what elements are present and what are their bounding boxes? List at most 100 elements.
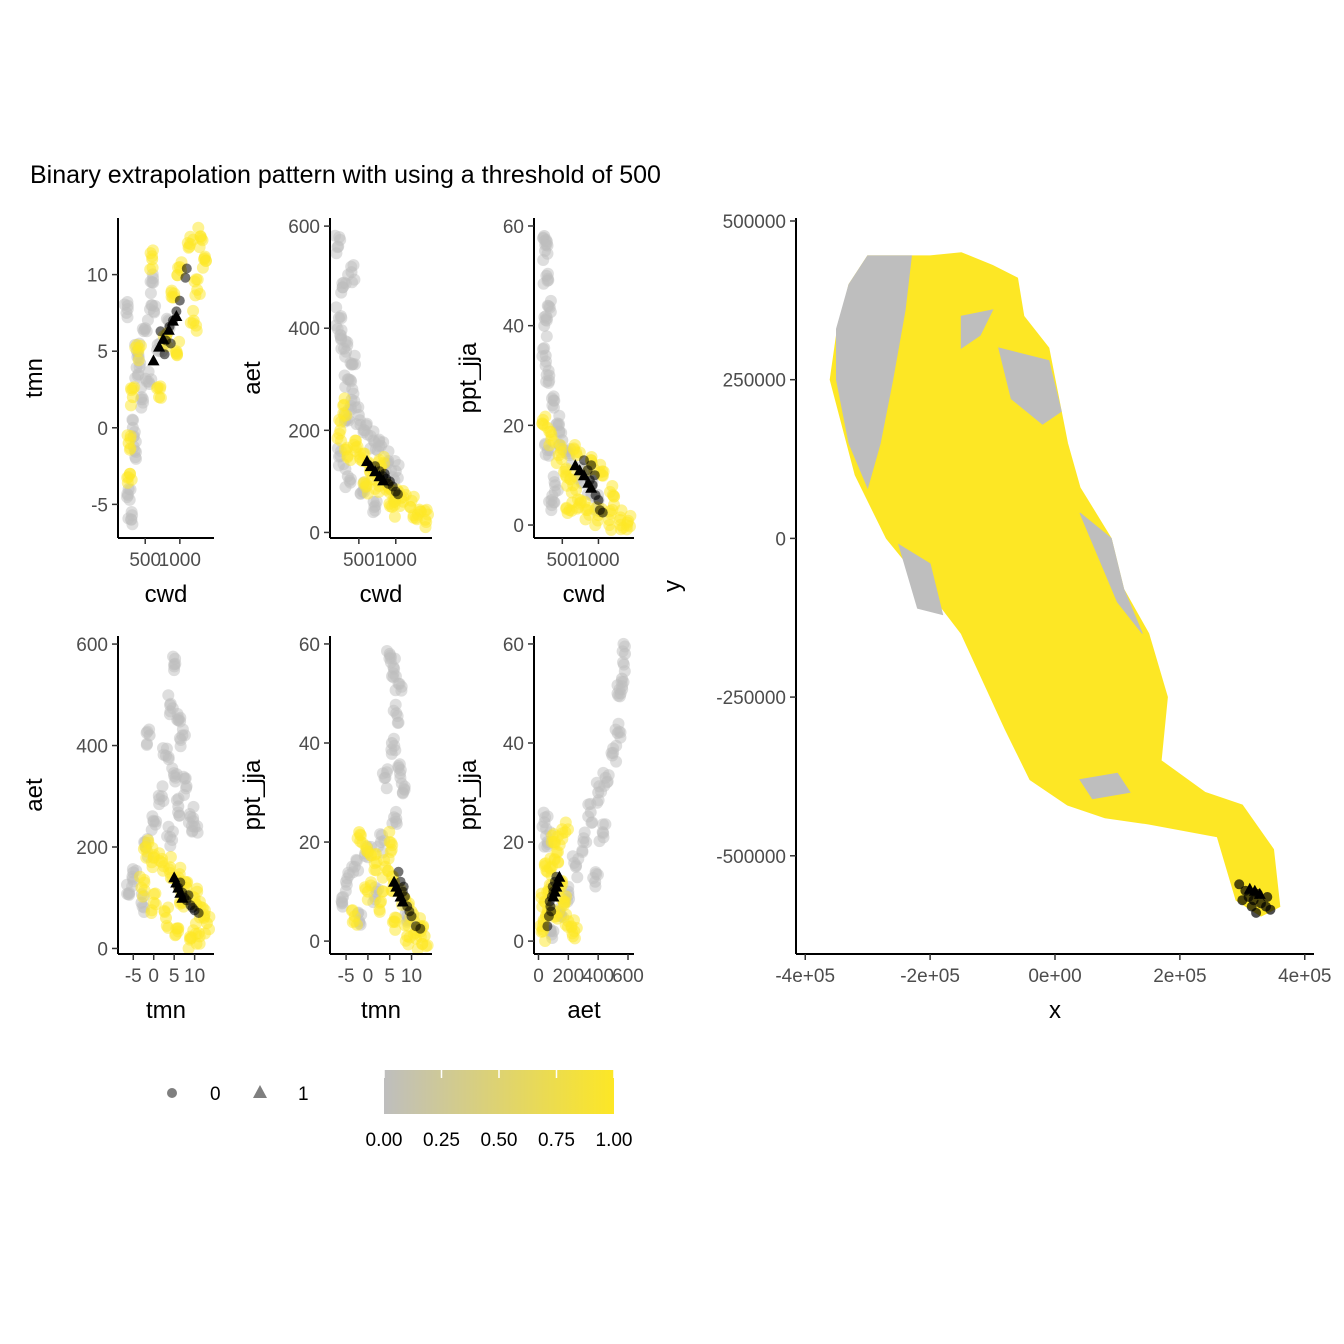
panel-cwd-vs-aet: 500 1000 0 200 400 600 cwd aet: [239, 217, 434, 608]
projection-point-high: [148, 888, 160, 901]
projection-point-high: [567, 442, 580, 455]
projection-point-high: [174, 861, 187, 874]
x-tick-label: 0: [363, 966, 374, 987]
training-point-1: [396, 895, 409, 907]
projection-point-low: [607, 742, 620, 755]
training-point-0: [546, 906, 557, 917]
projection-point-low: [166, 825, 179, 838]
y-tick-label: 500000: [723, 212, 786, 233]
projection-point-low: [596, 818, 609, 831]
training-point-0: [1262, 892, 1273, 902]
projection-point-low: [335, 324, 348, 337]
projection-point-low: [566, 850, 579, 863]
projection-point-high: [383, 825, 396, 838]
training-point-0: [1251, 907, 1262, 918]
projection-point-low: [178, 729, 191, 742]
training-point-0: [181, 263, 192, 274]
projection-point-high: [361, 893, 374, 906]
projection-point-high: [373, 905, 386, 918]
x-tick-label: 10: [401, 966, 422, 987]
projection-point-low: [121, 887, 134, 900]
projection-point-low: [144, 287, 157, 300]
projection-point-high: [191, 885, 204, 898]
projection-point-high: [378, 854, 391, 867]
projection-point-high: [578, 495, 591, 508]
projection-point-high: [146, 250, 159, 263]
projection-point-high: [591, 514, 604, 527]
projection-point-high: [334, 415, 347, 428]
projection-point-low: [398, 780, 411, 793]
x-tick-label: 10: [184, 966, 205, 987]
projection-point-low: [582, 798, 595, 811]
y-tick-label: 600: [76, 635, 108, 656]
projection-point-low: [545, 504, 558, 517]
projection-point-low: [135, 401, 148, 414]
projection-point-low: [169, 652, 182, 665]
projection-point-high: [536, 417, 549, 430]
projection-point-high: [376, 885, 389, 898]
projection-point-high: [125, 382, 137, 395]
y-axis-label: y: [659, 580, 686, 592]
legend-triangle-label: 1: [298, 1084, 309, 1105]
projection-point-high: [603, 519, 616, 531]
y-tick-label: 60: [503, 635, 524, 656]
projection-point-low: [385, 747, 398, 760]
projection-point-high: [359, 480, 372, 493]
projection-point-high: [187, 317, 200, 330]
projection-point-low: [541, 267, 554, 280]
training-point-1: [170, 310, 183, 321]
y-tick-label: 0: [309, 523, 320, 544]
projection-point-low: [618, 665, 631, 678]
projection-point-low: [147, 276, 160, 289]
training-point-0: [180, 272, 191, 283]
projection-point-low: [156, 780, 169, 793]
projection-point-low: [126, 518, 139, 531]
projection-point-high: [121, 471, 134, 484]
projection-point-low: [388, 455, 401, 467]
projection-point-high: [331, 432, 344, 445]
projection-point-low: [121, 299, 134, 312]
y-axis-label: aet: [239, 361, 266, 395]
training-point-1: [585, 481, 598, 493]
training-point-1: [147, 354, 160, 366]
projection-point-high: [624, 509, 637, 522]
x-tick-label: 600: [612, 966, 644, 987]
projection-point-high: [189, 289, 202, 302]
projection-point-low: [157, 748, 170, 761]
projection-point-low: [376, 767, 389, 780]
y-tick-label: -500000: [716, 847, 786, 868]
projection-point-high: [389, 911, 402, 924]
training-point-0: [393, 866, 404, 877]
legend-triangle-key: [253, 1085, 267, 1098]
projection-point-high: [154, 391, 167, 404]
projection-point-low: [616, 645, 629, 658]
projection-point-low: [191, 820, 204, 833]
projection-point-low: [342, 268, 355, 281]
projection-point-low: [177, 770, 190, 783]
projection-point-low: [170, 794, 183, 807]
projection-point-high: [538, 858, 551, 871]
projection-point-high: [422, 508, 434, 521]
training-point-0: [415, 923, 426, 934]
y-tick-label: 200: [76, 838, 108, 859]
projection-point-high: [158, 906, 171, 918]
projection-point-low: [347, 387, 360, 400]
projection-point-high: [129, 341, 142, 354]
y-tick-label: 60: [299, 635, 320, 656]
projection-point-high: [539, 935, 552, 947]
projection-point-high: [146, 261, 159, 274]
training-point-0: [174, 295, 185, 306]
colorbar-label: 0.25: [423, 1130, 460, 1151]
projection-point-low: [331, 241, 344, 254]
projection-point-low: [388, 652, 401, 665]
y-tick-label: 0: [775, 529, 786, 550]
projection-point-high: [351, 832, 364, 845]
training-point-0: [593, 495, 604, 506]
projection-point-low: [140, 726, 153, 739]
projection-point-low: [391, 710, 404, 722]
legend: 0 1 0.00 0.25 0.50 0.75 1.00: [167, 1070, 632, 1151]
